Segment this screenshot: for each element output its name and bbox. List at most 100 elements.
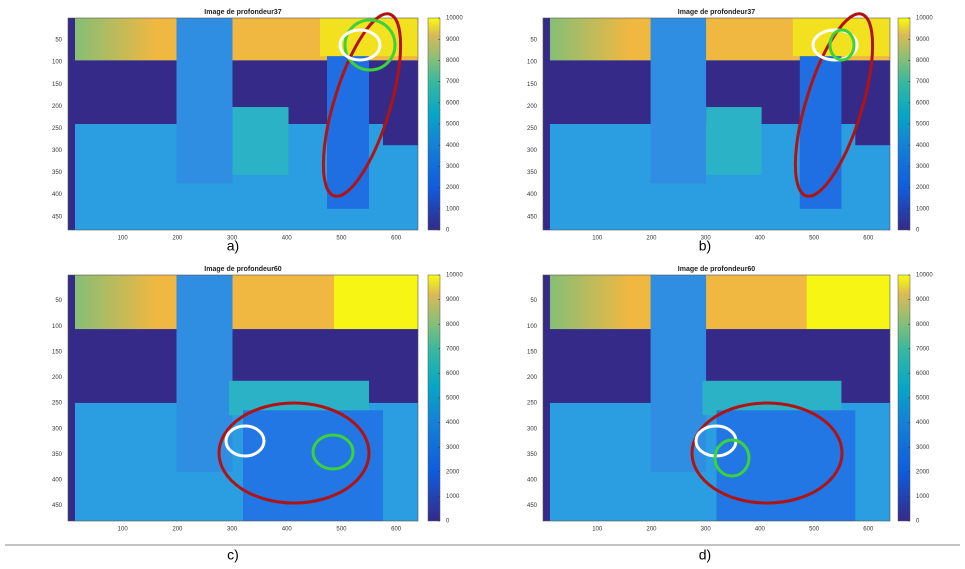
x-tick-label: 500 — [336, 527, 347, 533]
y-tick-label: 200 — [527, 375, 538, 381]
highlight-ellipse — [321, 12, 403, 198]
y-tick-label: 350 — [527, 452, 538, 458]
x-tick-label: 600 — [863, 527, 874, 533]
colorbar-tick-label: 3000 — [446, 164, 460, 170]
depth-region — [176, 18, 233, 184]
panel-title: Image de profondeur37 — [678, 9, 756, 16]
y-tick-label: 450 — [527, 503, 538, 509]
colorbar-tick-label: 6000 — [446, 371, 460, 377]
y-tick-label: 450 — [52, 214, 63, 220]
depth-region — [68, 18, 75, 230]
depth-region — [799, 56, 842, 209]
colorbar-tick-label: 9000 — [446, 297, 460, 303]
panel-caption: d) — [699, 547, 711, 563]
y-tick-label: 400 — [527, 478, 538, 484]
y-tick-label: 50 — [55, 38, 62, 44]
depth-region — [68, 275, 75, 521]
depth-image — [543, 275, 890, 521]
colorbar-tick-label: 10000 — [916, 273, 933, 279]
y-tick-label: 100 — [527, 60, 538, 66]
y-tick-label: 150 — [52, 349, 63, 355]
colorbar-tick-label: 2000 — [446, 469, 460, 475]
colorbar-tick-label: 3000 — [916, 445, 930, 451]
x-tick-label: 600 — [391, 236, 402, 242]
y-tick-label: 50 — [55, 298, 62, 304]
depth-region — [243, 410, 383, 521]
x-tick-label: 400 — [755, 236, 766, 242]
colorbar-tick-label: 2000 — [446, 185, 460, 191]
y-tick-label: 400 — [527, 192, 538, 198]
x-tick-label: 200 — [172, 527, 183, 533]
y-tick-label: 100 — [527, 324, 538, 330]
colorbar-tick-label: 9000 — [916, 37, 930, 43]
x-tick-label: 300 — [227, 527, 238, 533]
colorbar-tick-label: 7000 — [916, 79, 930, 85]
panel-caption: b) — [699, 238, 711, 254]
depth-region — [176, 275, 233, 472]
colorbar-tick-label: 6000 — [916, 100, 930, 106]
highlight-ellipse — [690, 401, 844, 505]
highlight-ellipse — [311, 433, 355, 471]
colorbar-tick-label: 3000 — [446, 445, 460, 451]
y-tick-label: 100 — [52, 60, 63, 66]
x-tick-label: 100 — [592, 527, 603, 533]
y-tick-label: 50 — [530, 38, 537, 44]
plot-frame — [542, 274, 891, 522]
x-tick-label: 100 — [118, 236, 129, 242]
colorbar-tick-label: 5000 — [916, 396, 930, 402]
depth-region — [650, 275, 707, 472]
colorbar-tick-label: 8000 — [916, 58, 930, 64]
panel-title: Image de profondeur37 — [204, 9, 282, 16]
x-tick-label: 200 — [646, 236, 657, 242]
x-tick-label: 200 — [646, 527, 657, 533]
x-tick-label: 300 — [227, 236, 238, 242]
colorbar-tick-label: 8000 — [446, 58, 460, 64]
y-tick-label: 200 — [527, 104, 538, 110]
colorbar-tick-label: 7000 — [916, 346, 930, 352]
depth-region — [229, 380, 369, 416]
plot-frame — [67, 274, 419, 522]
y-tick-label: 300 — [52, 148, 63, 154]
y-tick-label: 300 — [527, 148, 538, 154]
y-tick-label: 200 — [52, 104, 63, 110]
panel-caption: c) — [227, 547, 239, 563]
colorbar-tick-label: 0 — [916, 228, 920, 234]
colorbar-tick-label: 2000 — [916, 185, 930, 191]
x-tick-label: 400 — [282, 236, 293, 242]
depth-region — [806, 275, 890, 330]
y-tick-label: 300 — [527, 426, 538, 432]
x-tick-label: 300 — [701, 527, 712, 533]
colorbar-tick-label: 8000 — [916, 322, 930, 328]
colorbar-tick-label: 4000 — [446, 420, 460, 426]
y-tick-label: 100 — [52, 324, 63, 330]
y-tick-label: 150 — [527, 82, 538, 88]
colorbar-tick-label: 4000 — [916, 143, 930, 149]
depth-region — [232, 107, 289, 175]
colorbar-tick-label: 5000 — [916, 122, 930, 128]
colorbar-tick-label: 1000 — [446, 494, 460, 500]
depth-region — [334, 275, 418, 330]
depth-region — [327, 56, 369, 209]
colorbar-tick-label: 1000 — [916, 494, 930, 500]
highlight-ellipse — [793, 12, 875, 198]
y-tick-label: 350 — [527, 170, 538, 176]
depth-image — [68, 18, 418, 230]
colorbar-tick-label: 7000 — [446, 79, 460, 85]
highlight-ellipse — [224, 424, 266, 458]
y-tick-label: 250 — [527, 401, 538, 407]
x-tick-label: 100 — [118, 527, 129, 533]
x-tick-label: 600 — [391, 527, 402, 533]
highlight-ellipse — [713, 438, 751, 478]
y-tick-label: 350 — [52, 452, 63, 458]
highlight-ellipse — [343, 18, 397, 72]
x-tick-label: 500 — [809, 527, 820, 533]
colorbar-tick-label: 0 — [446, 519, 450, 525]
colorbar-tick-label: 7000 — [446, 346, 460, 352]
depth-region — [320, 18, 418, 57]
y-tick-label: 250 — [52, 126, 63, 132]
y-tick-label: 150 — [527, 349, 538, 355]
colorbar-tick-label: 8000 — [446, 322, 460, 328]
y-tick-label: 350 — [52, 170, 63, 176]
plot-frame — [542, 17, 891, 231]
